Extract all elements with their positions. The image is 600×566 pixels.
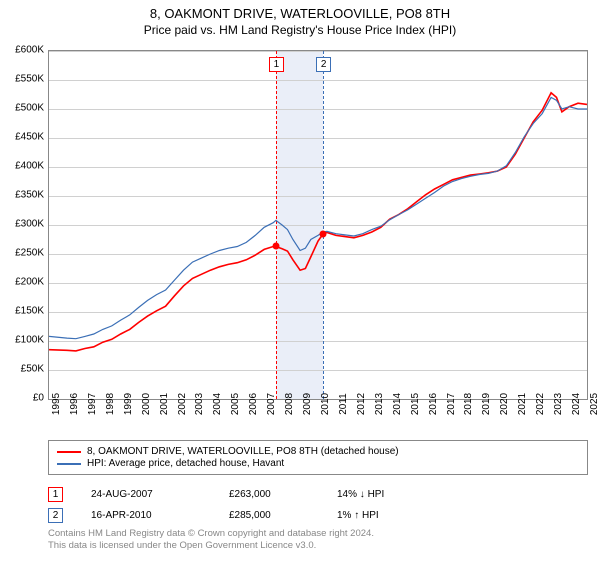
event-row: 2 16-APR-2010 £285,000 1% ↑ HPI bbox=[48, 508, 588, 523]
y-tick-label: £250K bbox=[0, 248, 44, 259]
event-row: 1 24-AUG-2007 £263,000 14% ↓ HPI bbox=[48, 487, 588, 502]
x-tick-label: 2001 bbox=[159, 393, 170, 415]
legend-label: 8, OAKMONT DRIVE, WATERLOOVILLE, PO8 8TH… bbox=[87, 446, 399, 457]
x-tick-label: 2013 bbox=[374, 393, 385, 415]
y-tick-label: £50K bbox=[0, 364, 44, 375]
y-tick-label: £200K bbox=[0, 277, 44, 288]
legend-swatch bbox=[57, 463, 81, 465]
footer-attribution: Contains HM Land Registry data © Crown c… bbox=[48, 528, 588, 553]
chart-lines bbox=[49, 51, 587, 399]
footer-line-1: Contains HM Land Registry data © Crown c… bbox=[48, 528, 588, 540]
x-tick-label: 2005 bbox=[230, 393, 241, 415]
x-tick-label: 2025 bbox=[589, 393, 600, 415]
x-tick-label: 1995 bbox=[51, 393, 62, 415]
x-tick-label: 2010 bbox=[320, 393, 331, 415]
y-tick-label: £100K bbox=[0, 335, 44, 346]
x-tick-label: 2020 bbox=[499, 393, 510, 415]
event-pct: 1% ↑ HPI bbox=[337, 510, 417, 521]
x-tick-label: 2016 bbox=[428, 393, 439, 415]
x-tick-label: 2022 bbox=[535, 393, 546, 415]
y-tick-label: £450K bbox=[0, 132, 44, 143]
x-tick-label: 2004 bbox=[212, 393, 223, 415]
x-tick-label: 2014 bbox=[392, 393, 403, 415]
event-price: £285,000 bbox=[229, 510, 309, 521]
x-tick-label: 1996 bbox=[69, 393, 80, 415]
x-tick-label: 2015 bbox=[410, 393, 421, 415]
legend-label: HPI: Average price, detached house, Hava… bbox=[87, 458, 284, 469]
x-tick-label: 2019 bbox=[481, 393, 492, 415]
event-pct: 14% ↓ HPI bbox=[337, 489, 417, 500]
x-tick-label: 2008 bbox=[284, 393, 295, 415]
y-tick-label: £550K bbox=[0, 74, 44, 85]
event-price: £263,000 bbox=[229, 489, 309, 500]
y-tick-label: £600K bbox=[0, 45, 44, 56]
footer-line-2: This data is licensed under the Open Gov… bbox=[48, 540, 588, 552]
x-tick-label: 2021 bbox=[517, 393, 528, 415]
legend-item: 8, OAKMONT DRIVE, WATERLOOVILLE, PO8 8TH… bbox=[57, 446, 579, 457]
events-table: 1 24-AUG-2007 £263,000 14% ↓ HPI 2 16-APR-201… bbox=[48, 484, 588, 529]
legend-item: HPI: Average price, detached house, Hava… bbox=[57, 458, 579, 469]
x-tick-label: 2017 bbox=[446, 393, 457, 415]
x-tick-label: 2002 bbox=[177, 393, 188, 415]
event-num-box: 2 bbox=[48, 508, 63, 523]
x-tick-label: 2003 bbox=[194, 393, 205, 415]
chart-subtitle: Price paid vs. HM Land Registry's House … bbox=[0, 23, 600, 37]
chart-plot-area: 12 bbox=[48, 50, 588, 400]
y-tick-label: £500K bbox=[0, 103, 44, 114]
y-tick-label: £300K bbox=[0, 219, 44, 230]
x-tick-label: 2012 bbox=[356, 393, 367, 415]
event-date: 24-AUG-2007 bbox=[91, 489, 201, 500]
event-dot bbox=[272, 243, 279, 250]
x-tick-label: 2023 bbox=[553, 393, 564, 415]
legend-box: 8, OAKMONT DRIVE, WATERLOOVILLE, PO8 8TH… bbox=[48, 440, 588, 475]
chart-title: 8, OAKMONT DRIVE, WATERLOOVILLE, PO8 8TH bbox=[0, 6, 600, 21]
y-tick-label: £150K bbox=[0, 306, 44, 317]
series-property bbox=[49, 93, 587, 351]
x-tick-label: 1999 bbox=[123, 393, 134, 415]
x-tick-label: 2024 bbox=[571, 393, 582, 415]
x-tick-label: 2011 bbox=[338, 393, 349, 415]
y-tick-label: £350K bbox=[0, 190, 44, 201]
y-tick-label: £0 bbox=[0, 393, 44, 404]
legend-swatch bbox=[57, 451, 81, 453]
x-tick-label: 2007 bbox=[266, 393, 277, 415]
x-tick-label: 1998 bbox=[105, 393, 116, 415]
event-dot bbox=[320, 230, 327, 237]
series-hpi bbox=[49, 97, 587, 338]
x-tick-label: 2000 bbox=[141, 393, 152, 415]
y-tick-label: £400K bbox=[0, 161, 44, 172]
event-date: 16-APR-2010 bbox=[91, 510, 201, 521]
x-tick-label: 2006 bbox=[248, 393, 259, 415]
x-tick-label: 2009 bbox=[302, 393, 313, 415]
x-tick-label: 2018 bbox=[463, 393, 474, 415]
event-num-box: 1 bbox=[48, 487, 63, 502]
x-tick-label: 1997 bbox=[87, 393, 98, 415]
